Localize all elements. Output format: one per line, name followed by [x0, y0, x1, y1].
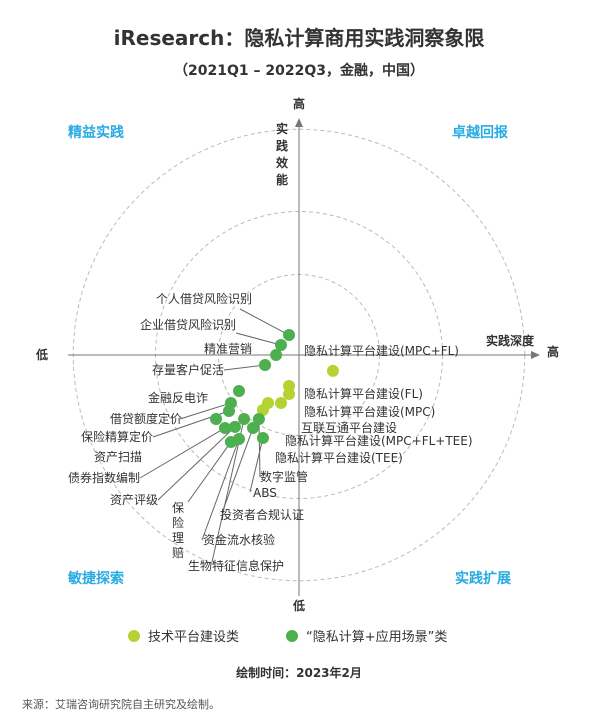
leader-line	[239, 308, 290, 336]
data-points	[210, 329, 339, 448]
app-point-3	[270, 349, 283, 361]
quadrant-bottom-left: 敏捷探索	[67, 570, 124, 587]
legend-tech-swatch	[128, 629, 140, 642]
legend-app: “隐私计算+应用场景”类	[286, 626, 447, 645]
quadrant-bottom-right: 实践扩展	[455, 570, 511, 587]
quadrant-top-left: 精益实践	[68, 124, 124, 141]
tech-point-6	[256, 403, 269, 416]
legend-tech-label: 技术平台建设类	[148, 630, 240, 645]
y-axis-title-char: 效	[276, 155, 289, 170]
data-label: 隐私计算平台建设(TEE)	[275, 450, 403, 465]
data-label: 资产评级	[110, 493, 158, 507]
data-label: ABS	[253, 486, 277, 500]
leader-line	[139, 427, 226, 479]
legend-app-label: “隐私计算+应用场景”类	[306, 630, 448, 645]
x-high-label: 高	[547, 344, 559, 359]
app-point-8	[210, 413, 223, 426]
legend-tech: 技术平台建设类	[128, 626, 239, 645]
data-label: 隐私计算平台建设(MPC+FL+TEE)	[285, 433, 473, 448]
data-label: 投资者合规认证	[220, 507, 304, 522]
leader-line	[201, 438, 240, 541]
y-axis-arrow	[295, 118, 303, 127]
app-point-13	[238, 413, 251, 426]
data-label: 互联互通平台建设	[301, 420, 397, 435]
app-point-14	[246, 421, 259, 434]
leader-lines	[139, 308, 290, 563]
data-label: 资产扫描	[94, 450, 142, 464]
data-label: 隐私计算平台建设(MPC)	[304, 404, 435, 419]
y-axis-title-char: 能	[276, 172, 288, 187]
app-point-15	[256, 431, 269, 444]
legend-app-swatch	[286, 629, 298, 642]
data-label: 数字监管	[260, 469, 308, 484]
leader-line	[157, 426, 236, 501]
data-label: 生物特征信息保护	[188, 558, 284, 573]
leader-line	[179, 402, 232, 420]
leader-line	[221, 427, 254, 514]
x-axis-title: 实践深度	[486, 333, 535, 348]
tech-point-4	[274, 396, 287, 409]
data-label: 保险精算定价	[81, 429, 153, 444]
app-point-4	[259, 358, 272, 371]
leader-line	[258, 419, 261, 478]
data-label: 企业借贷风险识别	[140, 317, 236, 332]
data-label: 精准营销	[204, 342, 252, 356]
data-label-char: 保	[172, 501, 184, 515]
chart-title: iResearch：隐私计算商用实践洞察象限	[113, 26, 485, 50]
tech-point-1	[326, 364, 339, 377]
y-low-label: 低	[292, 598, 305, 613]
source-note: 来源：艾瑞咨询研究院自主研究及绘制。	[22, 698, 220, 711]
app-point-16	[252, 413, 265, 426]
app-point-10	[228, 420, 241, 433]
y-high-label: 高	[293, 96, 305, 111]
y-axis-title-char: 践	[276, 138, 288, 153]
data-label: 隐私计算平台建设(MPC+FL)	[304, 343, 459, 358]
leader-line	[249, 437, 264, 493]
leader-line	[187, 441, 232, 503]
data-label: 金融反电诈	[148, 390, 208, 405]
leader-line	[223, 364, 266, 371]
chart-subtitle: （2021Q1 – 2022Q3，金融，中国）	[174, 63, 424, 79]
data-label-char: 险	[172, 515, 184, 530]
draw-time: 绘制时间：2023年2月	[236, 666, 362, 680]
x-low-label: 低	[35, 347, 48, 362]
data-label: 债券指数编制	[68, 470, 140, 485]
y-axis-title-char: 实	[276, 121, 288, 136]
leader-line	[235, 332, 282, 346]
data-label: 存量客户促活	[152, 362, 224, 377]
data-labels: 隐私计算平台建设(MPC+FL) 隐私计算平台建设(FL) 隐私计算平台建设(MPC…	[68, 291, 473, 573]
quadrant-top-right: 卓越回报	[452, 124, 508, 141]
x-axis-arrow	[531, 351, 540, 359]
app-point-7	[223, 405, 235, 417]
app-point-5	[232, 385, 245, 398]
app-point-1	[283, 329, 296, 342]
app-point-9	[218, 421, 231, 434]
axes	[68, 118, 540, 596]
data-label-char: 理	[172, 531, 184, 545]
data-label: 借贷额度定价	[110, 411, 182, 426]
data-label: 个人借贷风险识别	[156, 291, 252, 306]
data-label: 资金流水核验	[203, 532, 275, 547]
tech-point-3	[283, 388, 296, 401]
app-point-12	[232, 433, 245, 445]
app-point-2	[274, 339, 287, 352]
data-label-char: 赔	[172, 545, 184, 560]
data-label: 隐私计算平台建设(FL)	[304, 386, 423, 401]
